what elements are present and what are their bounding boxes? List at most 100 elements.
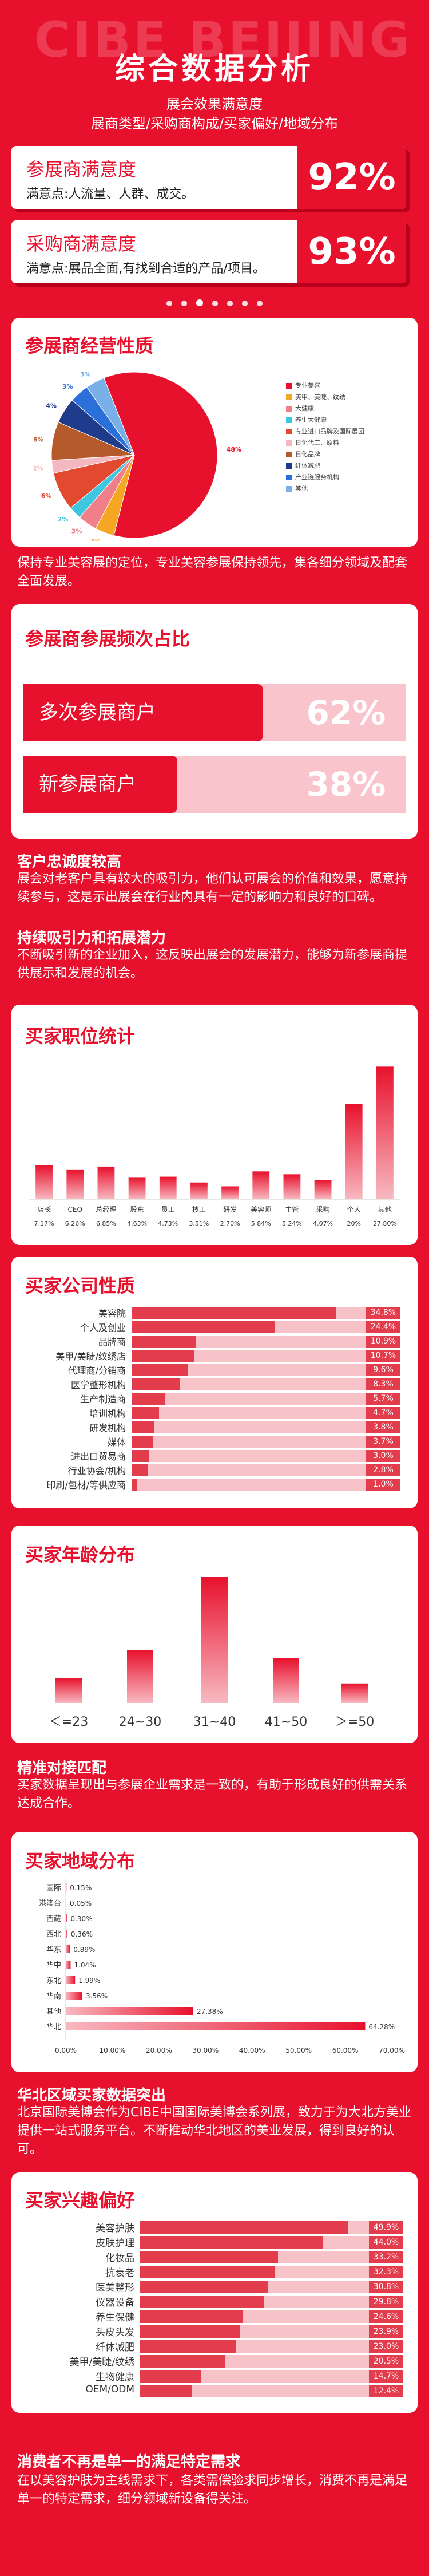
legend-swatch — [286, 394, 292, 400]
data-label: 44.0% — [369, 2236, 403, 2249]
bar — [159, 1176, 177, 1199]
pager-dot[interactable] — [212, 301, 218, 306]
freq-value: 62% — [306, 693, 386, 732]
bar-track — [132, 1450, 366, 1462]
company-bar-chart: 美容院 34.8% 个人及创业 24.4% 品牌商 10.9% 美甲/美睫/纹绣店 10.7%… — [11, 1257, 418, 1508]
y-tick-label: 品牌商 — [98, 1337, 126, 1348]
bar — [66, 1992, 82, 2000]
bar — [66, 1914, 67, 1922]
y-tick-label: 媒体 — [107, 1437, 126, 1448]
bar-track — [140, 2296, 369, 2308]
data-label: 20% — [347, 1220, 361, 1227]
bar — [132, 1436, 153, 1448]
bar — [341, 1683, 368, 1703]
north-heading: 华北区域买家数据突出 — [17, 2087, 166, 2104]
data-label: 3.8% — [366, 1421, 400, 1433]
legend-label: 专业美容 — [295, 382, 320, 389]
bar-track — [140, 2266, 369, 2278]
card-title: 买家兴趣偏好 — [25, 2190, 136, 2211]
bar-track — [132, 1436, 366, 1448]
y-tick-label: 其他 — [46, 2008, 61, 2016]
data-label: 4.73% — [158, 1220, 178, 1227]
data-label: 32.3% — [369, 2266, 403, 2278]
data-label: 4.63% — [127, 1220, 147, 1227]
x-tick-label: 41~50 — [265, 1715, 307, 1729]
data-label: 1.04% — [74, 1961, 96, 1969]
x-tick-label: 10.00% — [100, 2046, 126, 2055]
x-tick-label: 70.00% — [379, 2046, 405, 2055]
data-label: 1.99% — [78, 1977, 100, 1985]
x-tick-label: 其他 — [378, 1206, 392, 1214]
freq-label: 新参展商户 — [23, 756, 177, 813]
x-tick-label: 40.00% — [239, 2046, 265, 2055]
watermark-text: CIBE BEIJING — [34, 11, 412, 69]
age-card: 买家年龄分布 ＜=23 24~30 31~40 41~50 ＞=50 — [11, 1526, 418, 1743]
loyalty-heading: 客户忠诚度较高 — [17, 854, 122, 871]
legend-item: 日化品牌 — [286, 449, 320, 459]
y-tick-label: 研发机构 — [89, 1423, 126, 1433]
pie-slice-label: 6% — [34, 436, 43, 443]
y-tick-label: 美甲/美睫/纹绣店 — [55, 1351, 126, 1362]
y-tick-label: 代理商/分销商 — [67, 1365, 126, 1376]
legend-item: 专业美容 — [286, 381, 320, 390]
match-heading: 精准对接匹配 — [17, 1760, 107, 1777]
buyer-satisfaction-card: 采购商满意度 满意点:展品全面,有找到合适的产品/项目。 93% — [11, 220, 406, 283]
pager-dot[interactable] — [181, 301, 187, 306]
bar — [140, 2221, 348, 2234]
pager-dot[interactable] — [166, 301, 172, 306]
legend-item: 专业进口品牌及国际展团 — [286, 426, 364, 436]
bar-track — [132, 1407, 366, 1419]
pie-slice-label: 2% — [58, 516, 69, 523]
bar — [132, 1307, 336, 1319]
x-tick-label: ＜=23 — [49, 1715, 88, 1729]
x-tick-label: 主管 — [285, 1205, 299, 1214]
x-tick-label: 股东 — [130, 1206, 144, 1214]
legend-swatch — [286, 440, 292, 446]
legend-label: 养生大健康 — [295, 416, 327, 424]
pager-dots — [0, 298, 429, 309]
x-tick-label: 0.00% — [55, 2046, 77, 2055]
x-tick-label: 美容师 — [251, 1205, 271, 1214]
bar — [140, 2310, 243, 2323]
x-tick-label: 技工 — [192, 1206, 206, 1214]
pie-legend: 专业美容 美甲、美睫、纹绣 大健康 养生大健康 专业进口品牌及国际展团 日化代工、原料 日化… — [286, 381, 412, 535]
data-label: 24.4% — [366, 1321, 400, 1333]
data-label: 9.6% — [366, 1364, 400, 1376]
pager-dot[interactable] — [196, 299, 203, 306]
x-tick-label: 个人 — [347, 1206, 361, 1214]
sat-title: 采购商满意度 — [26, 233, 137, 255]
sat-desc: 满意点:展品全面,有找到合适的产品/项目。 — [26, 262, 265, 276]
data-label: 10.7% — [366, 1350, 400, 1362]
pie-slice-label: 3% — [90, 538, 101, 541]
legend-label: 专业进口品牌及国际展团 — [295, 428, 364, 435]
bar-track — [140, 2281, 369, 2293]
data-label: 7.17% — [34, 1220, 54, 1227]
frequency-card: 参展商参展频次占比 多次参展商户 62% 新参展商户 38% — [11, 604, 418, 839]
y-tick-label: 印刷/包材/等供应商 — [46, 1480, 126, 1491]
pager-dot[interactable] — [242, 301, 248, 306]
data-label: 8.3% — [366, 1378, 400, 1390]
y-tick-label: 头皮头发 — [96, 2327, 134, 2338]
bar — [128, 1177, 146, 1199]
region-bar-chart: 国际 0.15% 港澳台 0.05% 西藏 0.30% 西北 0.36% 华东 0.89% 华中 1.… — [39, 1879, 405, 2055]
bar — [140, 2340, 236, 2353]
y-tick-label: 西藏 — [46, 1915, 61, 1923]
sat-desc: 满意点:人流量、人群、成交。 — [26, 187, 194, 202]
bar-track — [140, 2355, 369, 2368]
pager-dot[interactable] — [227, 301, 233, 306]
bar — [140, 2370, 201, 2383]
page-subtitle-1: 展会效果满意度 — [166, 96, 263, 112]
bar-track — [132, 1378, 366, 1390]
bar-track — [132, 1393, 366, 1405]
pager-dot[interactable] — [257, 301, 263, 306]
data-label: 2.8% — [366, 1464, 400, 1476]
x-tick-label: 员工 — [161, 1206, 175, 1214]
bar — [140, 2385, 192, 2397]
card-title: 买家职位统计 — [25, 1025, 136, 1047]
bar — [132, 1393, 165, 1405]
y-tick-label: 进出口贸易商 — [70, 1451, 126, 1462]
exhibitor-satisfaction-card: 参展商满意度 满意点:人流量、人群、成交。 92% — [11, 146, 406, 209]
x-tick-label: 店长 — [37, 1206, 51, 1214]
y-tick-label: 生产制造商 — [80, 1394, 126, 1405]
bar — [190, 1182, 208, 1199]
